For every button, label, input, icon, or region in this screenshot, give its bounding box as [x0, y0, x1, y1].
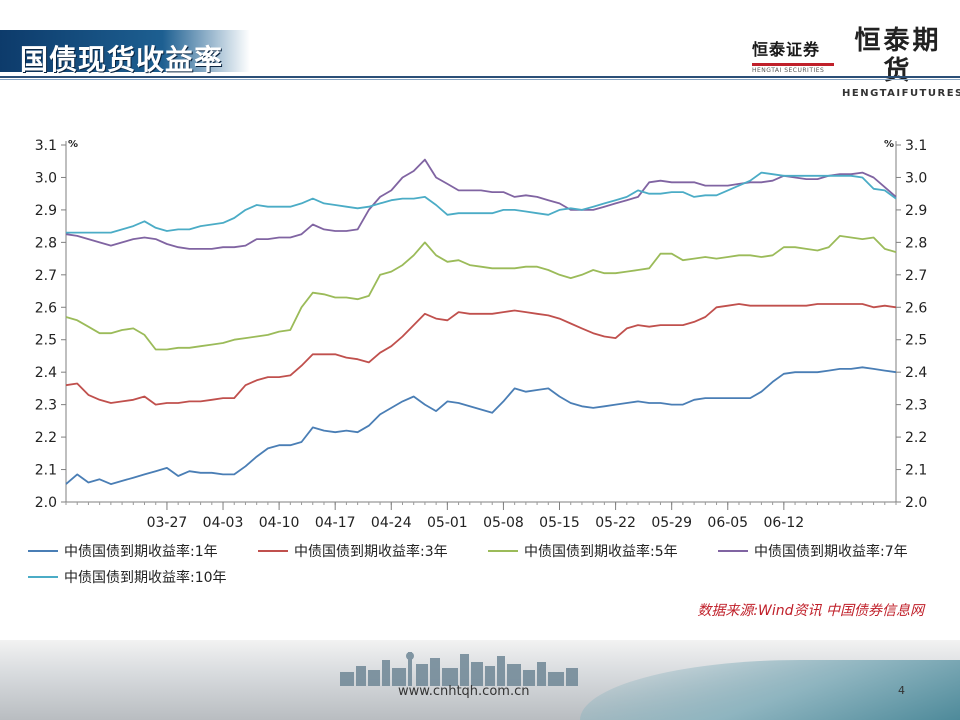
- header-divider-thin: [0, 79, 960, 80]
- y-tick-label-right: 2.5: [905, 333, 927, 349]
- y-tick-label-left: 2.5: [35, 333, 57, 349]
- x-tick-label: 03-27: [147, 515, 188, 531]
- y-tick-label-left: 3.1: [35, 138, 57, 154]
- x-tick-label: 05-22: [595, 515, 636, 531]
- x-tick-label: 04-24: [371, 515, 412, 531]
- y-unit-label-left: %: [68, 139, 78, 150]
- y-tick-label-left: 2.0: [35, 495, 57, 511]
- legend-label-4: 中债国债到期收益率:7年: [754, 543, 908, 560]
- logo-futures-en: HENGTAIFUTURES: [842, 88, 960, 99]
- y-tick-label-right: 3.1: [905, 138, 927, 154]
- y-tick-label-left: 2.3: [35, 398, 57, 414]
- data-source-note: 数据来源:Wind资讯 中国债券信息网: [697, 603, 924, 619]
- x-tick-label: 05-08: [483, 515, 524, 531]
- logo-futures-cn: 恒泰期货: [854, 26, 942, 86]
- x-tick-label: 05-01: [427, 515, 468, 531]
- y-tick-label-right: 3.0: [905, 170, 927, 186]
- legend-label-2: 中债国债到期收益率:3年: [294, 543, 448, 560]
- x-tick-label: 05-15: [539, 515, 580, 531]
- y-tick-label-left: 2.4: [35, 365, 57, 381]
- y-unit-label-right: %: [884, 139, 894, 150]
- legend-label-3: 中债国债到期收益率:5年: [524, 543, 678, 560]
- y-tick-label-left: 3.0: [35, 170, 57, 186]
- x-tick-label: 06-05: [707, 515, 748, 531]
- title-bar: [0, 30, 250, 72]
- y-tick-label-right: 2.4: [905, 365, 927, 381]
- y-tick-label-right: 2.7: [905, 268, 927, 284]
- x-tick-label: 06-12: [763, 515, 804, 531]
- y-tick-label-right: 2.0: [905, 495, 927, 511]
- legend-label-1: 中债国债到期收益率:1年: [64, 543, 218, 560]
- y-tick-label-left: 2.6: [35, 300, 57, 316]
- legend-label-5: 中债国债到期收益率:10年: [64, 569, 227, 586]
- x-tick-label: 04-03: [203, 515, 244, 531]
- y-tick-label-left: 2.2: [35, 430, 57, 446]
- series-line-1: [65, 366, 897, 486]
- series-line-5: [66, 171, 897, 234]
- y-tick-label-right: 2.6: [905, 300, 927, 316]
- page-number: 4: [898, 684, 905, 697]
- hengtai-securities-logo: 恒泰证券 HENGTAI SECURITIES: [752, 36, 834, 74]
- page-title: 国债现货收益率: [20, 43, 224, 76]
- y-tick-label-right: 2.1: [905, 463, 927, 479]
- series-line-4: [65, 158, 897, 250]
- header-divider: [0, 76, 960, 78]
- y-tick-label-right: 2.8: [905, 235, 927, 251]
- footer-website[interactable]: www.cnhtqh.com.cn: [398, 684, 530, 699]
- yield-line-chart: 2.0 2.0 2.1 2.1 2.2 2.2 2.3 2.3 2.4 2.4 2.5 2.5 2.6 2…: [28, 138, 927, 586]
- y-tick-label-left: 2.7: [35, 268, 57, 284]
- hengtai-futures-logo: 恒泰期货 HENGTAIFUTURES: [842, 26, 960, 99]
- series-line-3: [65, 234, 897, 351]
- x-tick-label: 05-29: [651, 515, 692, 531]
- y-tick-label-right: 2.3: [905, 398, 927, 414]
- y-tick-label-right: 2.9: [905, 203, 927, 219]
- x-tick-label: 04-17: [315, 515, 356, 531]
- logo-securities-en: HENGTAI SECURITIES: [752, 67, 825, 74]
- series-line-2: [65, 303, 897, 406]
- x-tick-label: 04-10: [259, 515, 300, 531]
- y-tick-label-left: 2.9: [35, 203, 57, 219]
- city-skyline-image: [340, 652, 578, 686]
- y-tick-label-left: 2.1: [35, 463, 57, 479]
- logo-stripe: [752, 63, 834, 66]
- y-tick-label-left: 2.8: [35, 235, 57, 251]
- y-tick-label-right: 2.2: [905, 430, 927, 446]
- logo-securities-cn: 恒泰证券: [752, 40, 821, 59]
